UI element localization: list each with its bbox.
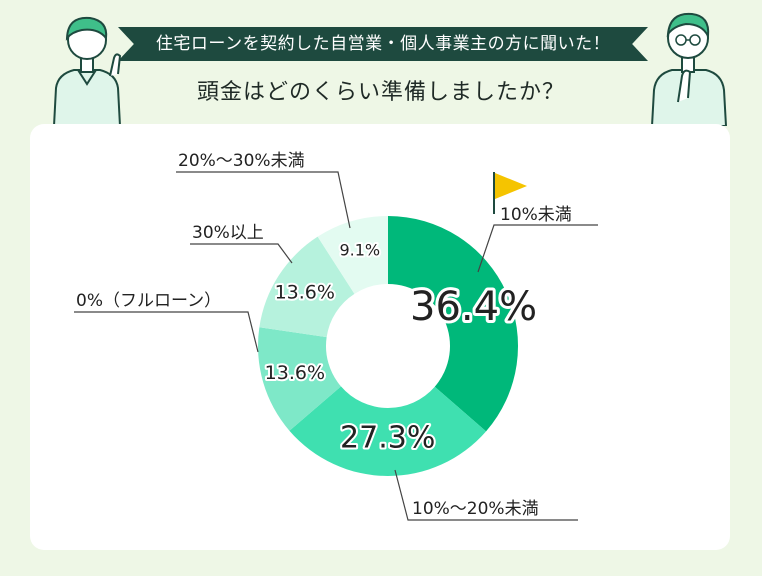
- slice-4: [259, 236, 355, 338]
- category-label-1: 10%未満: [500, 205, 572, 225]
- data-label-4: 13.6%: [275, 281, 335, 303]
- data-label-5: 9.1%: [339, 241, 380, 260]
- question-title: 頭金はどのくらい準備しましたか？: [196, 80, 565, 105]
- banner: 住宅ローンを契約した自営業・個人事業主の方に聞いた！: [118, 27, 648, 61]
- slice-2: [289, 386, 487, 477]
- slice-3: [258, 327, 341, 431]
- leader-line-2: [394, 469, 578, 521]
- leader-line-4: [190, 243, 293, 264]
- slice-5: [317, 216, 388, 294]
- leader-line-3: [74, 311, 259, 353]
- category-label-2: 10%〜20%未満: [412, 499, 539, 519]
- flag-icon: [493, 172, 527, 214]
- leader-line-1: [477, 224, 598, 273]
- category-label-5: 20%〜30%未満: [178, 151, 305, 171]
- category-label-3: 0%（フルローン）: [76, 291, 221, 311]
- category-label-4: 30%以上: [192, 223, 264, 243]
- chart-card: [30, 124, 730, 550]
- leader-line-5: [176, 171, 351, 229]
- slice-1: [388, 216, 518, 432]
- person-thinking-icon: [650, 12, 728, 126]
- data-label-3: 13.6%: [265, 362, 325, 384]
- data-label-2: 27.3%: [340, 420, 435, 455]
- data-label-1: 36.4%: [410, 284, 537, 330]
- person-pointing-icon: [52, 16, 122, 126]
